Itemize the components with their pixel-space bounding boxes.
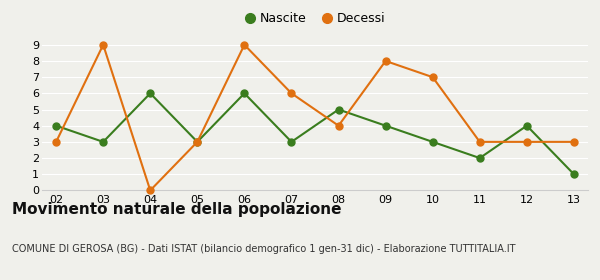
Legend: Nascite, Decessi: Nascite, Decessi [240, 7, 390, 30]
Text: COMUNE DI GEROSA (BG) - Dati ISTAT (bilancio demografico 1 gen-31 dic) - Elabora: COMUNE DI GEROSA (BG) - Dati ISTAT (bila… [12, 244, 515, 254]
Text: Movimento naturale della popolazione: Movimento naturale della popolazione [12, 202, 341, 217]
